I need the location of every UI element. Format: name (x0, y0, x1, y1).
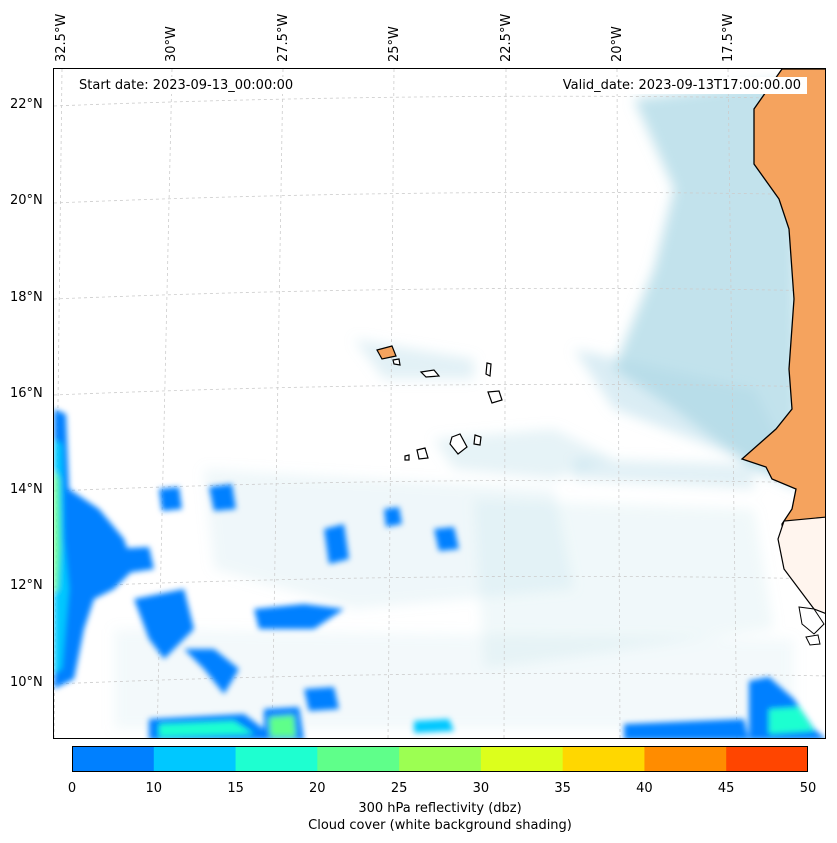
lat-label-12n: 12°N (10, 578, 43, 593)
lon-label-32-5w: 32.5°W (54, 13, 69, 62)
colorbar-tick-0: 0 (67, 781, 77, 796)
africa-lower-coast (777, 516, 825, 614)
lon-label-17-5w: 17.5°W (721, 13, 736, 62)
colorbar-tick-40: 40 (636, 781, 653, 796)
colorbar-tick-50: 50 (799, 781, 817, 796)
colorbar-cell-4 (399, 746, 482, 772)
colorbar-cell-5 (480, 746, 564, 772)
lon-label-20w: 20°W (610, 26, 625, 62)
cloud-cover-layer (114, 79, 799, 729)
bijagos-islands (798, 606, 825, 646)
colorbar-cell-6 (562, 746, 645, 772)
colorbar-cell-1 (153, 746, 237, 772)
map-canvas (54, 69, 825, 738)
colorbar-tick-30: 30 (472, 781, 490, 796)
map-panel[interactable]: Start date: 2023-09-13_00:00:00 Valid_da… (53, 68, 826, 739)
lon-label-25w: 25°W (387, 26, 402, 62)
valid-date-label: Valid_date: 2023-09-13T17:00:00.00 (556, 77, 807, 94)
colorbar-cell-2 (235, 746, 318, 772)
colorbar-bar (72, 746, 809, 772)
lat-label-22n: 22°N (10, 97, 43, 112)
colorbar-tick-25: 25 (390, 781, 408, 796)
colorbar-sublabel: Cloud cover (white background shading) (308, 818, 572, 833)
colorbar-tick-10: 10 (145, 781, 163, 796)
colorbar-cell-7 (644, 746, 727, 772)
colorbar-tick-35: 35 (554, 781, 571, 796)
colorbar-cell-8 (726, 746, 809, 772)
lon-label-30w: 30°W (164, 26, 179, 62)
colorbar-tick-45: 45 (717, 781, 735, 796)
lat-label-18n: 18°N (10, 290, 43, 305)
lat-label-20n: 20°N (10, 193, 43, 208)
lat-label-14n: 14°N (10, 482, 43, 497)
colorbar (72, 746, 809, 772)
colorbar-cell-3 (317, 746, 400, 772)
start-date-label: Start date: 2023-09-13_00:00:00 (73, 77, 300, 94)
lat-label-16n: 16°N (10, 386, 43, 401)
colorbar-label: 300 hPa reflectivity (dbz) (358, 801, 522, 816)
colorbar-tick-20: 20 (309, 781, 326, 796)
colorbar-cell-0 (72, 746, 155, 772)
reflectivity-layer (54, 409, 825, 738)
lat-label-10n: 10°N (10, 675, 43, 690)
lon-label-22-5w: 22.5°W (499, 13, 514, 62)
cape-verde-islands (376, 345, 503, 461)
lon-label-27-5w: 27.5°W (276, 13, 291, 62)
colorbar-tick-15: 15 (227, 781, 244, 796)
